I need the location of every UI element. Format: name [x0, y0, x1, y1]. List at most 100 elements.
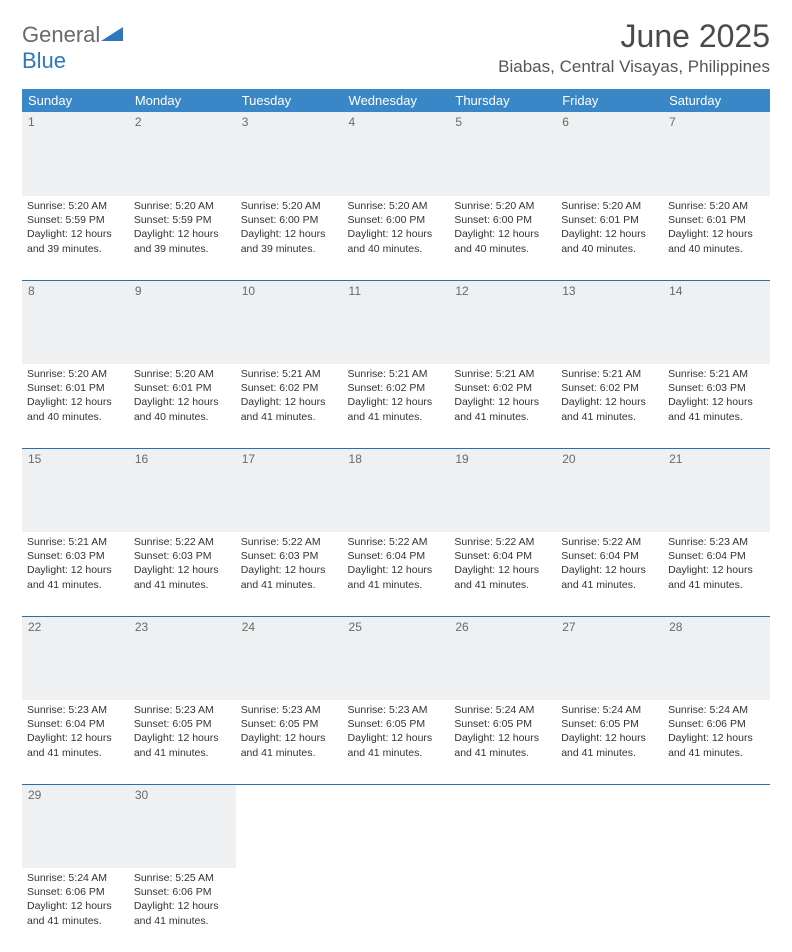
- day-number-cell: 17: [236, 448, 343, 532]
- sunrise-text: Sunrise: 5:20 AM: [27, 199, 124, 213]
- day-number-cell: 20: [556, 448, 663, 532]
- sunrise-text: Sunrise: 5:22 AM: [561, 535, 658, 549]
- day-number-cell: 15: [22, 448, 129, 532]
- day-number-row: 1234567: [22, 112, 770, 196]
- sunrise-text: Sunrise: 5:22 AM: [454, 535, 551, 549]
- daylight-text: Daylight: 12 hours and 40 minutes.: [134, 395, 231, 423]
- sunrise-text: Sunrise: 5:23 AM: [241, 703, 338, 717]
- daylight-text: Daylight: 12 hours and 41 minutes.: [348, 731, 445, 759]
- day-number-cell: 2: [129, 112, 236, 196]
- day-cell: Sunrise: 5:21 AMSunset: 6:02 PMDaylight:…: [556, 364, 663, 448]
- day-cell: Sunrise: 5:21 AMSunset: 6:02 PMDaylight:…: [343, 364, 450, 448]
- day-number-cell: [556, 784, 663, 868]
- day-content-row: Sunrise: 5:21 AMSunset: 6:03 PM Daylight:…: [22, 532, 770, 616]
- day-number-cell: 18: [343, 448, 450, 532]
- sunset-text: Sunset: 6:06 PM: [668, 717, 765, 731]
- weekday-friday: Friday: [556, 89, 663, 112]
- day-cell: Sunrise: 5:21 AMSunset: 6:02 PMDaylight:…: [449, 364, 556, 448]
- day-cell: Sunrise: 5:21 AMSunset: 6:03 PMDaylight:…: [22, 532, 129, 616]
- page-title: June 2025: [498, 18, 770, 55]
- daylight-text: Daylight: 12 hours and 39 minutes.: [27, 227, 124, 255]
- location-subtitle: Biabas, Central Visayas, Philippines: [498, 57, 770, 77]
- day-number-row: 15161718192021: [22, 448, 770, 532]
- day-number-cell: 4: [343, 112, 450, 196]
- sunset-text: Sunset: 6:04 PM: [454, 549, 551, 563]
- daylight-text: Daylight: 12 hours and 41 minutes.: [134, 563, 231, 591]
- day-number-cell: 28: [663, 616, 770, 700]
- daylight-text: Daylight: 12 hours and 41 minutes.: [27, 899, 124, 927]
- day-number-cell: 7: [663, 112, 770, 196]
- sunset-text: Sunset: 6:03 PM: [668, 381, 765, 395]
- day-number-cell: 5: [449, 112, 556, 196]
- sunrise-text: Sunrise: 5:21 AM: [454, 367, 551, 381]
- sunset-text: Sunset: 6:06 PM: [27, 885, 124, 899]
- day-cell: Sunrise: 5:20 AMSunset: 6:00 PMDaylight:…: [449, 196, 556, 280]
- day-content-row: Sunrise: 5:20 AMSunset: 5:59 PMDaylight:…: [22, 196, 770, 280]
- sunset-text: Sunset: 6:02 PM: [454, 381, 551, 395]
- daylight-text: Daylight: 12 hours and 41 minutes.: [668, 395, 765, 423]
- sunset-text: Sunset: 6:04 PM: [27, 717, 124, 731]
- sunrise-text: Sunrise: 5:23 AM: [668, 535, 765, 549]
- day-cell: Sunrise: 5:20 AMSunset: 5:59 PMDaylight:…: [22, 196, 129, 280]
- daylight-text: Daylight: 12 hours and 41 minutes.: [561, 563, 658, 591]
- daylight-text: Daylight: 12 hours and 40 minutes.: [348, 227, 445, 255]
- sunset-text: Sunset: 6:04 PM: [668, 549, 765, 563]
- day-number-cell: 26: [449, 616, 556, 700]
- day-number-cell: 27: [556, 616, 663, 700]
- day-cell: Sunrise: 5:23 AMSunset: 6:04 PMDaylight:…: [663, 532, 770, 616]
- day-cell: Sunrise: 5:24 AMSunset: 6:05 PMDaylight:…: [556, 700, 663, 784]
- day-cell: Sunrise: 5:20 AMSunset: 6:01 PMDaylight:…: [663, 196, 770, 280]
- sunrise-text: Sunrise: 5:24 AM: [27, 871, 124, 885]
- day-cell: Sunrise: 5:24 AMSunset: 6:06 PMDaylight:…: [663, 700, 770, 784]
- day-number-cell: [236, 784, 343, 868]
- sunrise-text: Sunrise: 5:21 AM: [27, 535, 124, 549]
- day-number-cell: 21: [663, 448, 770, 532]
- day-cell: Sunrise: 5:20 AMSunset: 6:01 PMDaylight:…: [22, 364, 129, 448]
- day-number-cell: 8: [22, 280, 129, 364]
- daylight-text: Daylight: 12 hours and 40 minutes.: [561, 227, 658, 255]
- daylight-text: Daylight: 12 hours and 40 minutes.: [27, 395, 124, 423]
- sunset-text: Sunset: 6:02 PM: [348, 381, 445, 395]
- daylight-text: Daylight: 12 hours and 41 minutes.: [454, 731, 551, 759]
- day-cell: Sunrise: 5:20 AMSunset: 6:01 PMDaylight:…: [556, 196, 663, 280]
- day-number-cell: 9: [129, 280, 236, 364]
- day-number-cell: 19: [449, 448, 556, 532]
- day-cell: Sunrise: 5:25 AMSunset: 6:06 PMDaylight:…: [129, 868, 236, 952]
- day-number-cell: [663, 784, 770, 868]
- day-number-cell: 10: [236, 280, 343, 364]
- sunset-text: Sunset: 6:05 PM: [454, 717, 551, 731]
- sunset-text: Sunset: 6:05 PM: [241, 717, 338, 731]
- sunset-text: Sunset: 6:03 PM: [27, 549, 124, 563]
- daylight-text: Daylight: 12 hours and 39 minutes.: [134, 227, 231, 255]
- sunrise-text: Sunrise: 5:24 AM: [668, 703, 765, 717]
- sunset-text: Sunset: 5:59 PM: [27, 213, 124, 227]
- day-number-cell: 14: [663, 280, 770, 364]
- sunset-text: Sunset: 6:02 PM: [561, 381, 658, 395]
- day-content-row: Sunrise: 5:24 AMSunset: 6:06 PMDaylight:…: [22, 868, 770, 952]
- sunset-text: Sunset: 6:01 PM: [134, 381, 231, 395]
- sunset-text: Sunset: 6:06 PM: [134, 885, 231, 899]
- day-number-cell: 22: [22, 616, 129, 700]
- sunset-text: Sunset: 6:05 PM: [134, 717, 231, 731]
- day-cell: Sunrise: 5:24 AMSunset: 6:06 PMDaylight:…: [22, 868, 129, 952]
- sunset-text: Sunset: 6:00 PM: [241, 213, 338, 227]
- day-cell: Sunrise: 5:23 AMSunset: 6:05 PMDaylight:…: [343, 700, 450, 784]
- day-cell: [556, 868, 663, 952]
- sunset-text: Sunset: 5:59 PM: [134, 213, 231, 227]
- day-number-row: 22232425262728: [22, 616, 770, 700]
- day-cell: Sunrise: 5:21 AMSunset: 6:02 PMDaylight:…: [236, 364, 343, 448]
- sunrise-text: Sunrise: 5:21 AM: [668, 367, 765, 381]
- sunrise-text: Sunrise: 5:21 AM: [241, 367, 338, 381]
- sunrise-text: Sunrise: 5:23 AM: [134, 703, 231, 717]
- day-cell: [663, 868, 770, 952]
- day-cell: Sunrise: 5:20 AMSunset: 6:00 PMDaylight:…: [236, 196, 343, 280]
- weekday-sunday: Sunday: [22, 89, 129, 112]
- daylight-text: Daylight: 12 hours and 41 minutes.: [241, 563, 338, 591]
- sunset-text: Sunset: 6:02 PM: [241, 381, 338, 395]
- sunrise-text: Sunrise: 5:20 AM: [348, 199, 445, 213]
- day-number-row: 891011121314: [22, 280, 770, 364]
- daylight-text: Daylight: 12 hours and 41 minutes.: [561, 731, 658, 759]
- daylight-text: Daylight: 12 hours and 41 minutes.: [561, 395, 658, 423]
- weekday-thursday: Thursday: [449, 89, 556, 112]
- logo-word-general: General: [22, 22, 100, 47]
